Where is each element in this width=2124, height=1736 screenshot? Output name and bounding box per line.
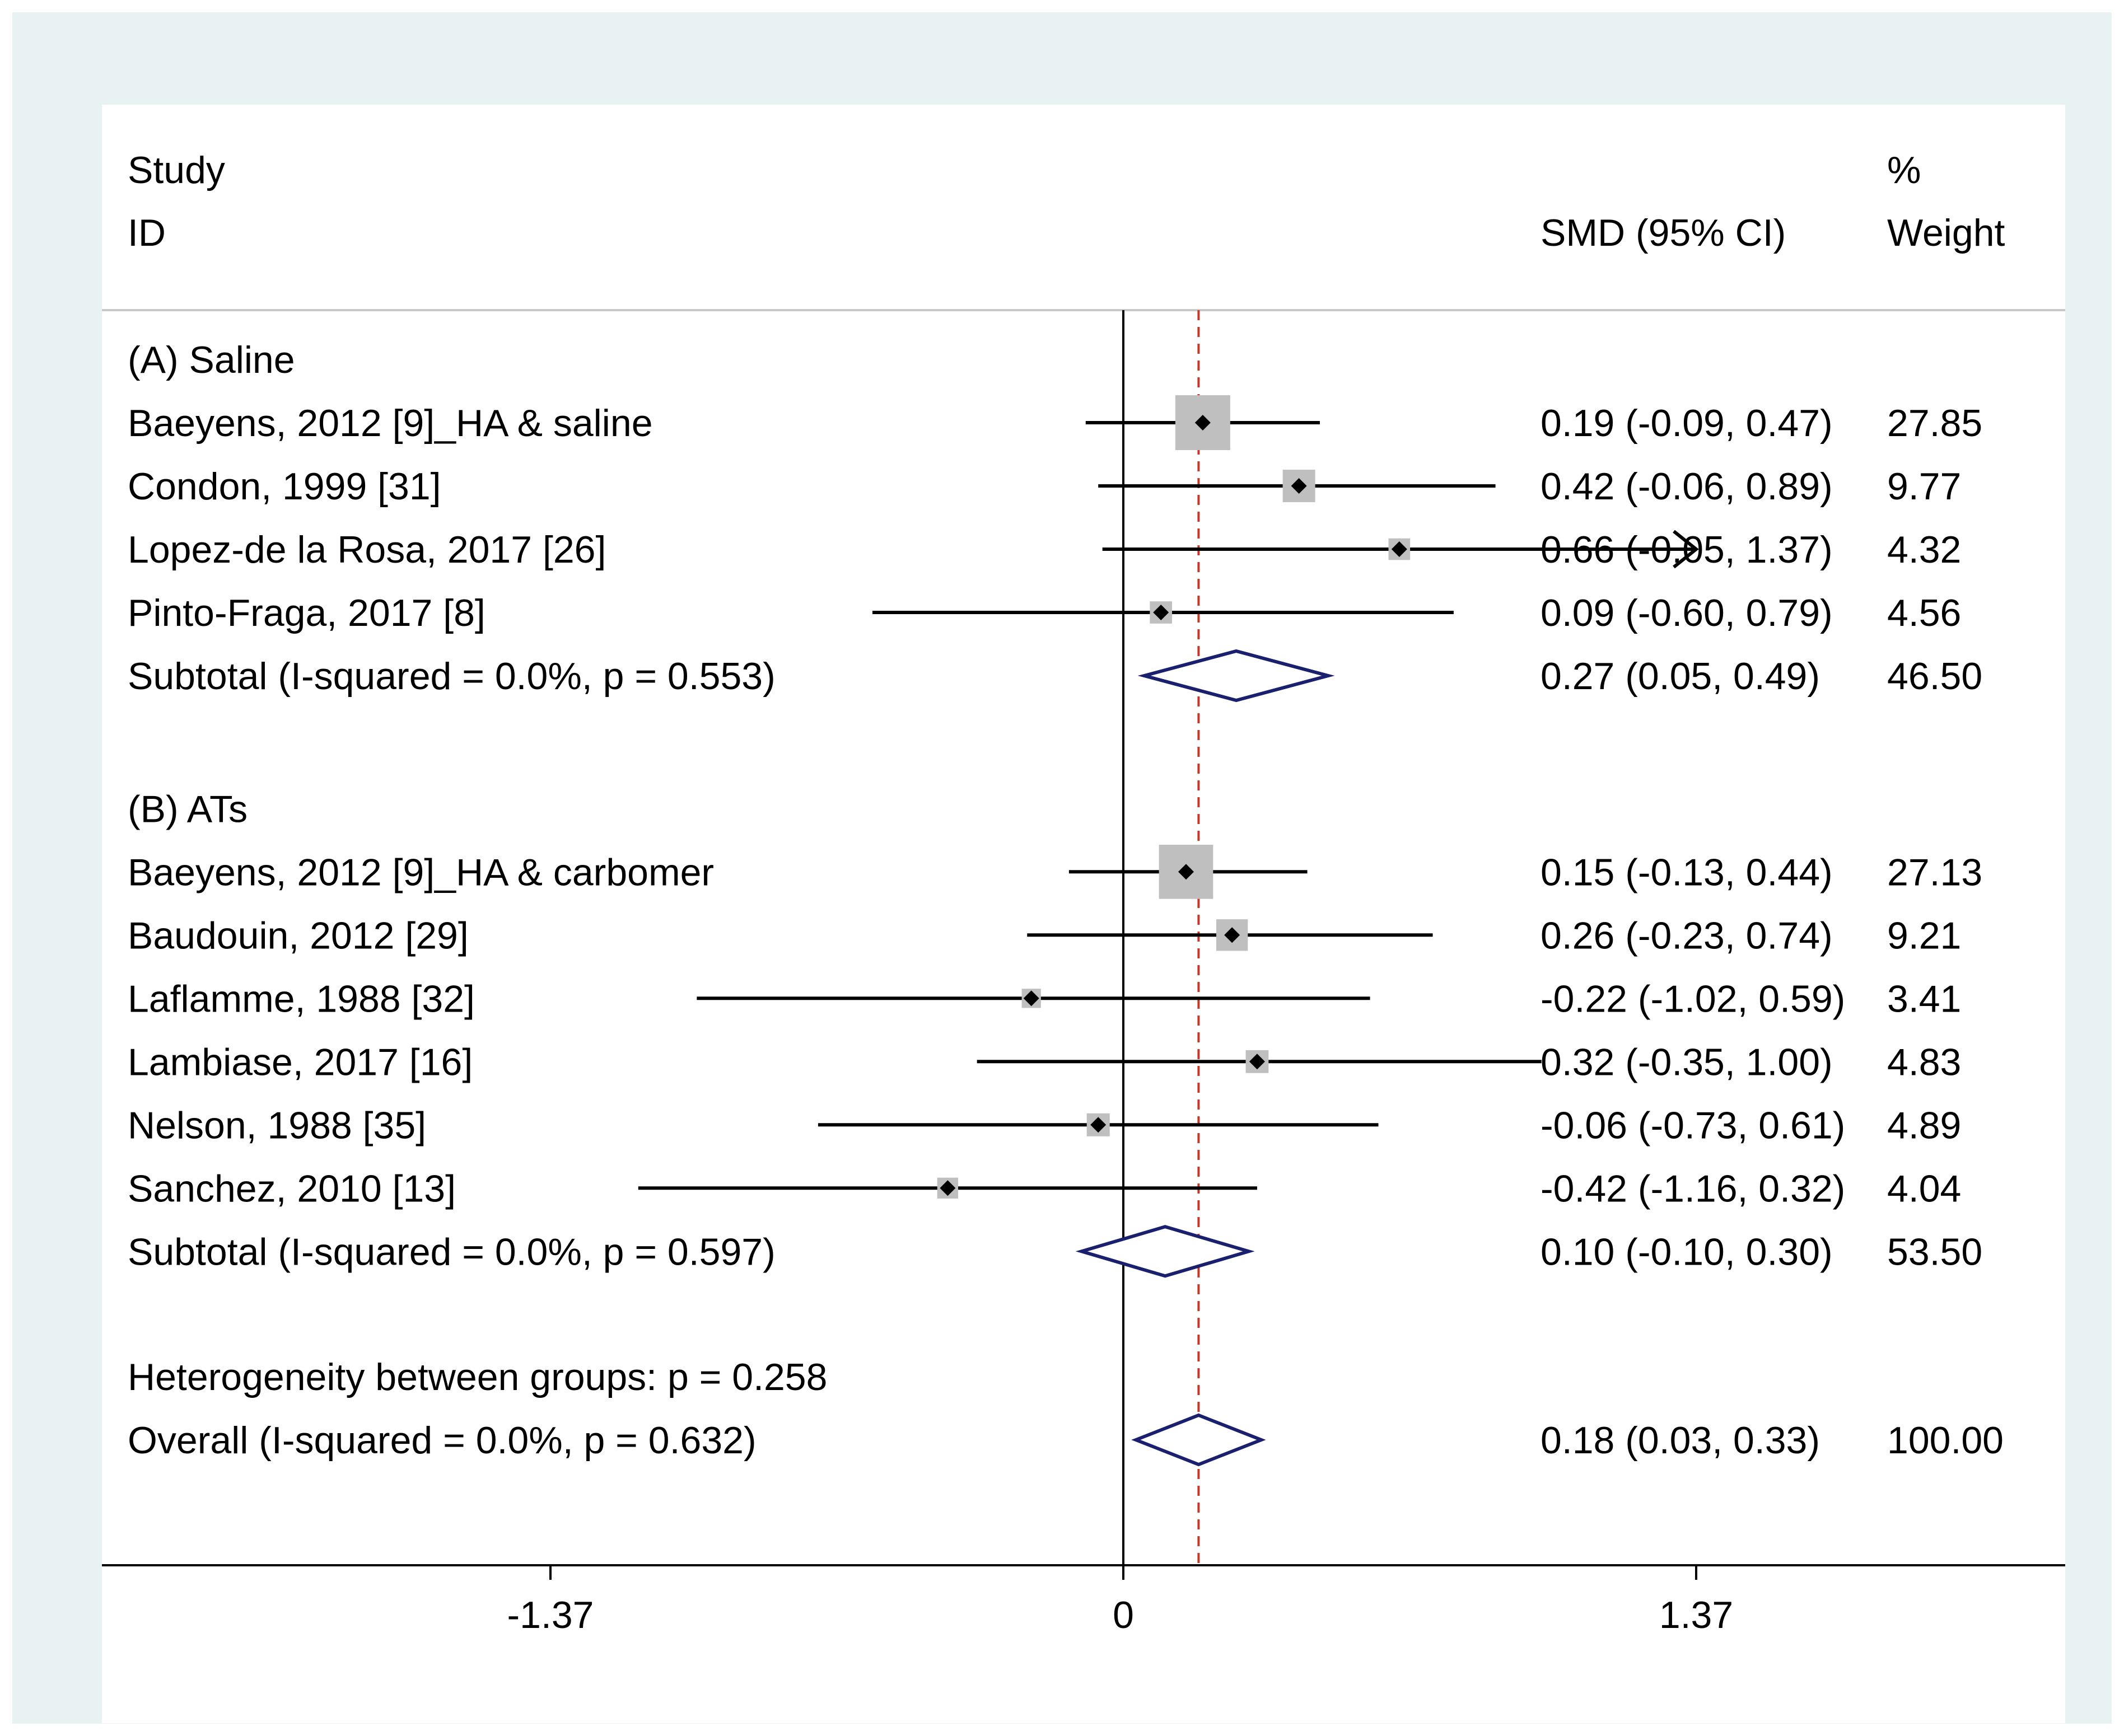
group-label: (B) ATs: [128, 788, 248, 830]
subtotal-ci-text: 0.10 (-0.10, 0.30): [1541, 1230, 1833, 1273]
study-weight-text: 27.85: [1887, 402, 1982, 444]
point-estimate-marker: [1023, 990, 1039, 1007]
point-estimate-marker: [1178, 864, 1194, 880]
study-ci-text: 0.19 (-0.09, 0.47): [1541, 402, 1833, 444]
point-estimate-marker: [1090, 1117, 1107, 1133]
study-ci-text: -0.22 (-1.02, 0.59): [1541, 977, 1845, 1020]
study-ci-text: 0.32 (-0.35, 1.00): [1541, 1041, 1833, 1083]
point-estimate-marker: [940, 1180, 956, 1196]
study-weight-text: 3.41: [1887, 977, 1961, 1020]
subtotal-diamond: [1137, 649, 1335, 703]
study-ci-text: 0.09 (-0.60, 0.79): [1541, 592, 1833, 634]
study-label: Sanchez, 2010 [13]: [128, 1167, 456, 1210]
point-estimate-marker: [1194, 415, 1211, 431]
subtotal-weight-text: 53.50: [1887, 1230, 1982, 1273]
header-id: ID: [128, 212, 166, 254]
study-label: Nelson, 1988 [35]: [128, 1104, 426, 1147]
study-weight-text: 4.89: [1887, 1104, 1961, 1147]
x-tick-label: -1.37: [507, 1594, 594, 1636]
point-estimate-marker: [1153, 605, 1169, 620]
study-label: Pinto-Fraga, 2017 [8]: [128, 592, 486, 634]
figure-background: Study ID SMD (95% CI)% Weight (A) Saline Baey…: [12, 12, 2112, 1724]
subtotal-diamond: [1075, 1225, 1255, 1278]
group-label: (A) Saline: [128, 339, 295, 381]
study-ci-text: 0.66 (-0.05, 1.37): [1541, 528, 1833, 571]
x-tick-label: 0: [1113, 1594, 1134, 1636]
study-label: Condon, 1999 [31]: [128, 465, 441, 508]
point-estimate-marker: [1391, 541, 1407, 557]
overall-label: Overall (I-squared = 0.0%, p = 0.632): [128, 1419, 757, 1462]
overall-ci-text: 0.18 (0.03, 0.33): [1541, 1419, 1820, 1462]
header-smd-ci: SMD (95% CI): [1541, 212, 1786, 254]
study-ci-text: 0.42 (-0.06, 0.89): [1541, 465, 1833, 508]
study-label: Baeyens, 2012 [9]_HA & carbomer: [128, 851, 714, 893]
study-ci-text: 0.26 (-0.23, 0.74): [1541, 914, 1833, 957]
study-weight-text: 4.32: [1887, 528, 1961, 571]
x-tick-label: 1.37: [1659, 1594, 1733, 1636]
header-study: Study: [128, 149, 225, 191]
study-ci-text: -0.06 (-0.73, 0.61): [1541, 1104, 1845, 1147]
subtotal-label: Subtotal (I-squared = 0.0%, p = 0.553): [128, 655, 776, 698]
study-weight-text: 4.56: [1887, 592, 1961, 634]
study-weight-text: 4.04: [1887, 1167, 1961, 1210]
overall-diamond: [1131, 1413, 1266, 1467]
study-label: Laflamme, 1988 [32]: [128, 977, 475, 1020]
heterogeneity-text: Heterogeneity between groups: p = 0.258: [128, 1356, 827, 1398]
study-label: Lopez-de la Rosa, 2017 [26]: [128, 528, 606, 571]
header-weight: Weight: [1887, 212, 2005, 254]
point-estimate-marker: [1291, 478, 1307, 494]
ci-arrow: [1673, 530, 1699, 569]
study-label: Baeyens, 2012 [9]_HA & saline: [128, 402, 653, 444]
forest-plot: Study ID SMD (95% CI)% Weight (A) Saline Baey…: [102, 149, 2065, 1636]
study-ci-text: 0.15 (-0.13, 0.44): [1541, 851, 1833, 893]
subtotal-label: Subtotal (I-squared = 0.0%, p = 0.597): [128, 1230, 776, 1273]
study-weight-text: 9.21: [1887, 914, 1961, 957]
study-label: Baudouin, 2012 [29]: [128, 914, 469, 957]
point-estimate-marker: [1224, 927, 1240, 943]
study-label: Lambiase, 2017 [16]: [128, 1041, 473, 1083]
plot-panel: Study ID SMD (95% CI)% Weight (A) Saline Baey…: [102, 105, 2065, 1723]
study-weight-text: 9.77: [1887, 465, 1961, 508]
header-percent: %: [1887, 149, 1921, 191]
study-weight-text: 4.83: [1887, 1041, 1961, 1083]
subtotal-weight-text: 46.50: [1887, 655, 1982, 698]
subtotal-ci-text: 0.27 (0.05, 0.49): [1541, 655, 1820, 698]
point-estimate-marker: [1249, 1054, 1265, 1070]
overall-weight-text: 100.00: [1887, 1419, 2004, 1462]
study-ci-text: -0.42 (-1.16, 0.32): [1541, 1167, 1845, 1210]
study-weight-text: 27.13: [1887, 851, 1982, 893]
